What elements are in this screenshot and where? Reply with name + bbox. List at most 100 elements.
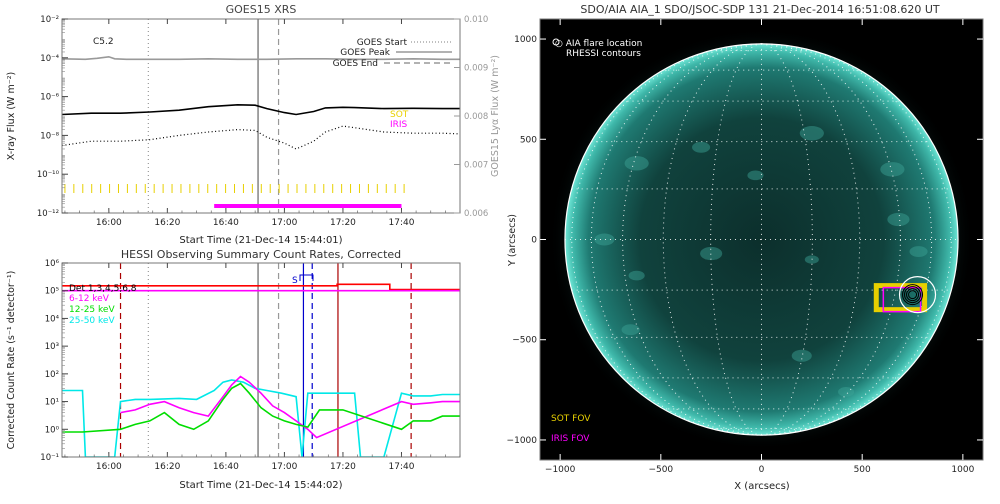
goes-x-tick-label: 17:00 [271, 218, 297, 228]
goes-y-tick-label: 10⁻⁶ [40, 93, 59, 103]
goes-y2-axis-label: GOES15 Lyα Flux (W m⁻²) [490, 55, 501, 177]
goes-title: GOES15 XRS [226, 3, 297, 16]
hessi-series-line-3 [62, 283, 460, 291]
hessi-y-tick-label: 10⁶ [45, 259, 60, 269]
hessi-y-tick-label: 10² [45, 370, 59, 380]
aia-x-tick-label: 0 [759, 465, 765, 475]
goes-x-tick-label: 17:40 [389, 218, 415, 228]
aia-y-tick-label: 500 [520, 135, 537, 145]
active-region [887, 212, 910, 227]
active-region [838, 387, 855, 397]
aia-title: SDO/AIA AIA_1 SDO/JSOC-SDP 131 21-Dec-20… [580, 3, 939, 16]
goes-axes: 16:00 16:20 16:40 17:00 17:20 17:40 10⁻² 10⁻⁴ 10… [37, 15, 488, 228]
hessi-x-tick-label: 16:40 [213, 462, 239, 472]
aia-axes: −1000 −500 0 500 1000 1000 500 0 −500 −1000 [507, 19, 983, 475]
goes-y-tick-label: 10⁻² [40, 15, 59, 25]
aia-x-tick-label: 500 [854, 465, 871, 475]
aia-sot-fov-label: SOT FOV [551, 414, 591, 424]
aia-panel: SDO/AIA AIA_1 SDO/JSOC-SDP 131 21-Dec-20… [507, 3, 984, 492]
hessi-saa-bracket [299, 274, 314, 281]
goes-iris-bar [214, 204, 402, 208]
aia-x-axis-label: X (arcsecs) [734, 481, 790, 492]
hessi-legend-25-50: 25-50 keV [69, 316, 115, 326]
goes-x-axis-label: Start Time (21-Dec-14 15:44:01) [179, 235, 342, 246]
active-region [628, 270, 645, 281]
longitude-line [761, 43, 813, 436]
hessi-legend-12-25: 12-25 keV [69, 305, 115, 315]
aia-y-tick-label: 0 [531, 236, 537, 246]
aia-iris-fov-label: IRIS FOV [551, 434, 590, 444]
goes-plot-area [62, 19, 460, 213]
goes-y-tick-label: 10⁻⁸ [40, 131, 59, 141]
goes-y2-tick-label: 0.010 [464, 15, 488, 25]
hessi-x-tick-label: 17:40 [389, 462, 415, 472]
aia-y-tick-label: −500 [512, 336, 537, 346]
active-region [909, 246, 928, 257]
hessi-plot-frame [61, 262, 461, 458]
rhessi-contour [908, 290, 918, 300]
hessi-x-tick-label: 16:00 [96, 462, 122, 472]
rhessi-contour [902, 284, 924, 306]
goes-series-line-2 [62, 125, 460, 150]
aia-y-tick-label: −1000 [507, 436, 538, 446]
aia-x-tick-label: −1000 [545, 465, 576, 475]
hessi-x-axis-label: Start Time (21-Dec-14 15:44:02) [179, 480, 342, 491]
rhessi-contour [904, 286, 922, 304]
goes-sot-label: SOT [390, 110, 409, 120]
hessi-y-tick-label: 10⁻¹ [40, 453, 59, 463]
hessi-y-tick-label: 10⁴ [45, 314, 60, 324]
goes-x-tick-label: 16:00 [96, 218, 122, 228]
active-region [594, 233, 615, 246]
goes-y-axis-label: X-ray Flux (W m⁻²) [6, 72, 17, 161]
hessi-x-tick-label: 17:20 [330, 462, 356, 472]
goes-legend-peak: GOES Peak [340, 48, 390, 58]
flare-location-circle [898, 276, 937, 314]
rhessi-contour [906, 288, 920, 302]
goes-y2-tick-label: 0.007 [464, 161, 488, 171]
active-region [624, 156, 649, 171]
aia-legend-rhessi-contours: RHESSI contours [566, 49, 641, 59]
hessi-saa-label: S [292, 276, 298, 286]
hessi-y-tick-label: 10¹ [45, 398, 59, 408]
hessi-y-tick-label: 10³ [45, 342, 59, 352]
aia-y-axis-label: Y (arcsecs) [507, 214, 518, 267]
hessi-y-tick-label: 10⁵ [45, 287, 59, 297]
hessi-series-line-1 [120, 375, 460, 439]
aia-x-tick-label: −500 [648, 465, 673, 475]
hessi-y-axis-label: Corrected Count Rate (s⁻¹ detector⁻¹) [6, 271, 17, 450]
hessi-x-tick-label: 17:00 [271, 462, 297, 472]
heliographic-grid [564, 43, 959, 436]
hessi-title: HESSI Observing Summary Count Rates, Cor… [121, 248, 401, 261]
goes-y2-tick-label: 0.006 [464, 209, 488, 219]
hessi-legend-6-12: 6-12 keV [69, 294, 110, 304]
goes-y-tick-label: 10⁻¹² [37, 209, 59, 219]
goes-class-label: C5.2 [93, 37, 114, 47]
goes-x-tick-label: 16:20 [154, 218, 180, 228]
aia-x-tick-label: 1000 [951, 465, 974, 475]
hessi-x-tick-label: 16:20 [154, 462, 180, 472]
hessi-axes: 16:00 16:20 16:40 17:00 17:20 17:40 10⁶ 10⁵ 10⁴ 1… [40, 259, 461, 472]
aia-plot-area [549, 28, 974, 451]
active-region [747, 170, 764, 181]
goes-series-line-1 [62, 103, 460, 116]
goes-legend-end: GOES End [333, 59, 378, 69]
goes-legend-start: GOES Start [357, 38, 408, 48]
goes-y2-tick-label: 0.009 [464, 64, 488, 74]
active-region [692, 141, 711, 153]
hessi-y-tick-label: 10⁰ [45, 425, 60, 435]
active-region [621, 324, 640, 336]
longitude-line [710, 43, 762, 436]
sot-fov-box [873, 283, 928, 313]
goes-panel: GOES15 XRS 16:00 16:20 16:40 17:00 17:20 17:4… [6, 3, 501, 246]
goes-x-tick-label: 16:40 [213, 218, 239, 228]
hessi-plot-area [62, 263, 460, 457]
active-region [791, 349, 812, 362]
active-region [700, 246, 723, 261]
goes-y2-tick-label: 0.008 [464, 112, 488, 122]
goes-lya-series-line [62, 55, 460, 61]
iris-fov-box [882, 286, 922, 313]
aia-legend-flare-location: ○ AIA flare location [555, 39, 642, 49]
solar-limb [564, 43, 959, 436]
goes-iris-label: IRIS [390, 120, 408, 130]
legend-circle-symbol [552, 38, 560, 46]
